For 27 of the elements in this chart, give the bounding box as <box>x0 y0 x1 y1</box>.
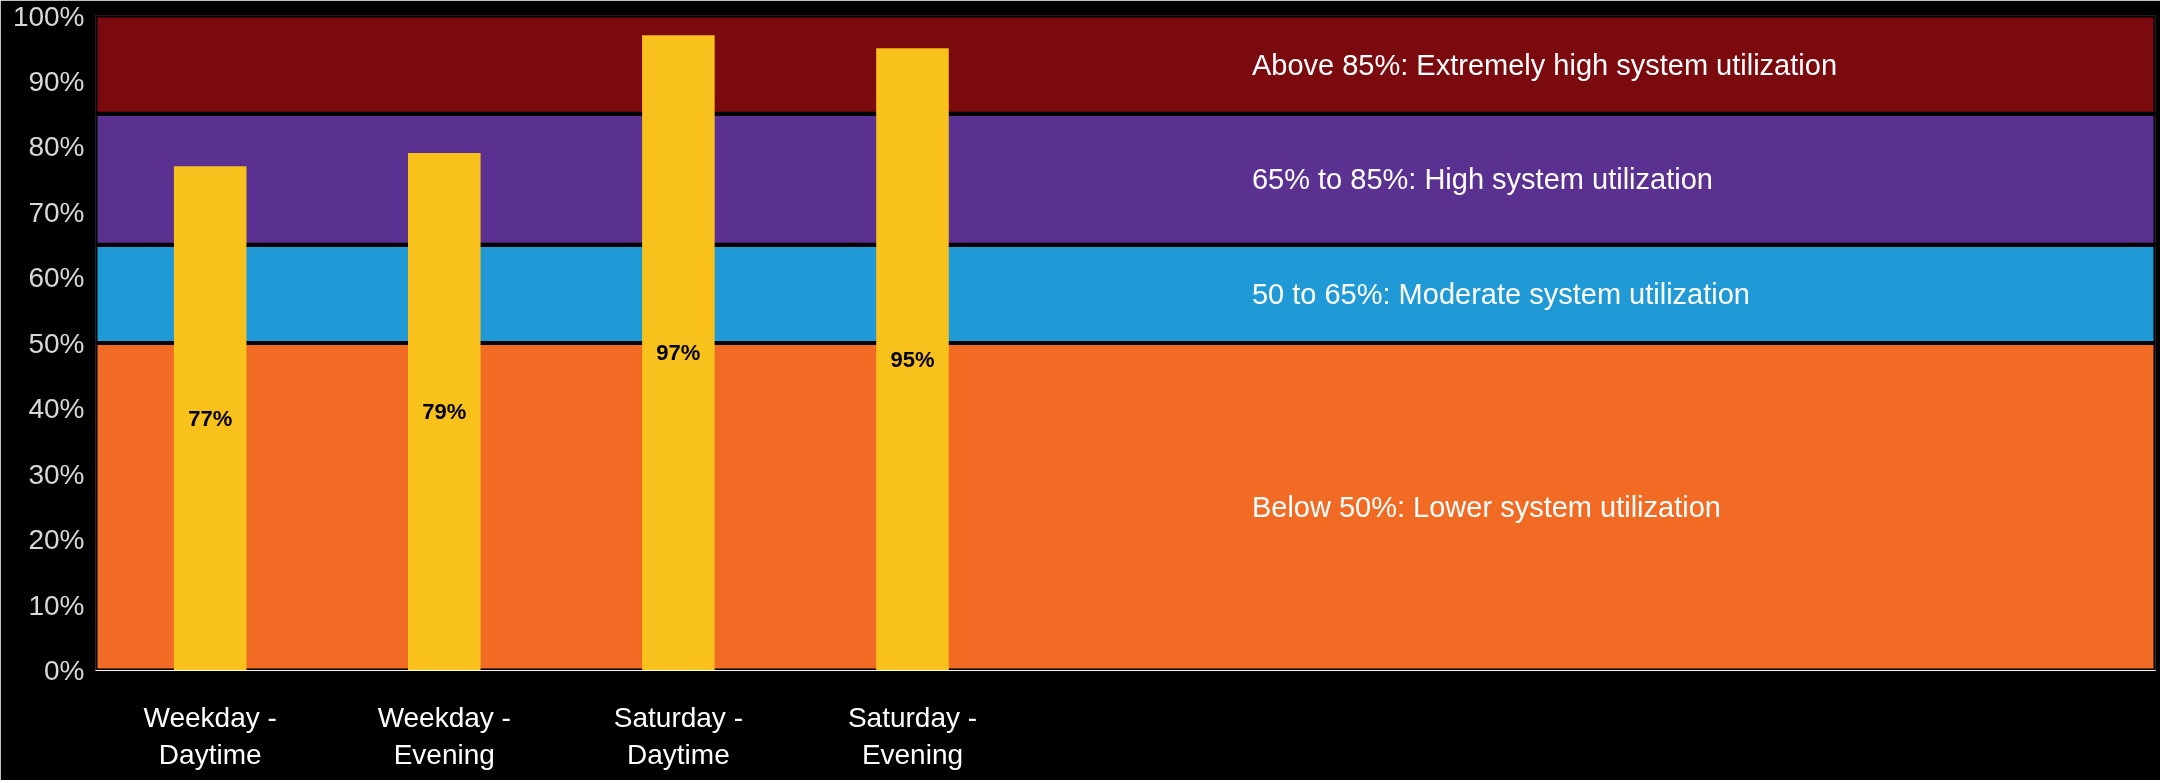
y-tick-label: 80% <box>28 131 85 162</box>
x-tick-label: Weekday - Daytime <box>143 701 277 770</box>
y-tick-label: 20% <box>28 524 85 555</box>
bar <box>642 35 715 671</box>
x-tick-label: Weekday - Evening <box>377 701 511 770</box>
y-tick-label: 70% <box>28 196 85 228</box>
bar <box>408 153 481 671</box>
y-tick-label: 40% <box>28 393 85 424</box>
data-label: 97% <box>656 340 701 366</box>
data-label: 79% <box>422 399 467 425</box>
bar <box>876 48 949 671</box>
x-tick-label: Saturday - Evening <box>847 701 978 770</box>
y-tick-label: 90% <box>28 65 85 97</box>
data-label: 95% <box>890 346 935 372</box>
y-tick-label: 30% <box>28 458 85 490</box>
y-tick-label: 60% <box>28 262 85 293</box>
y-tick-label: 50% <box>28 327 85 359</box>
band-label: Above 85%: Extremely high system utilization <box>1251 48 1838 81</box>
band-label: Below 50%: Lower system utilization <box>1251 490 1721 523</box>
y-tick-label: 0% <box>44 655 85 686</box>
band-label: 50 to 65%: Moderate system utilization <box>1251 277 1750 310</box>
bar <box>173 166 247 671</box>
band-label: 65% to 85%: High system utilization <box>1251 163 1713 196</box>
data-label: 77% <box>188 405 233 431</box>
x-tick-label: Saturday - Daytime <box>613 701 743 770</box>
y-tick-label: 100% <box>12 0 85 32</box>
y-tick-label: 10% <box>28 589 85 621</box>
